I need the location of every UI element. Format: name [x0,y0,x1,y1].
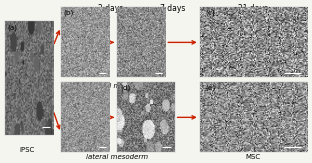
Text: MSC: MSC [245,154,260,160]
Text: (d): (d) [120,84,130,91]
Text: lateral mesoderm: lateral mesoderm [86,154,148,160]
Text: paraxial mesoderm: paraxial mesoderm [83,83,151,89]
Text: 21 days: 21 days [238,4,268,13]
Text: 2 days: 2 days [98,4,123,13]
Text: (b): (b) [63,9,74,16]
Text: (e): (e) [205,84,215,91]
Text: iPSC: iPSC [19,147,34,153]
Text: (a): (a) [7,25,17,31]
Text: 7 days: 7 days [160,4,186,13]
Text: (c): (c) [205,9,215,16]
Text: MSC: MSC [245,83,260,89]
